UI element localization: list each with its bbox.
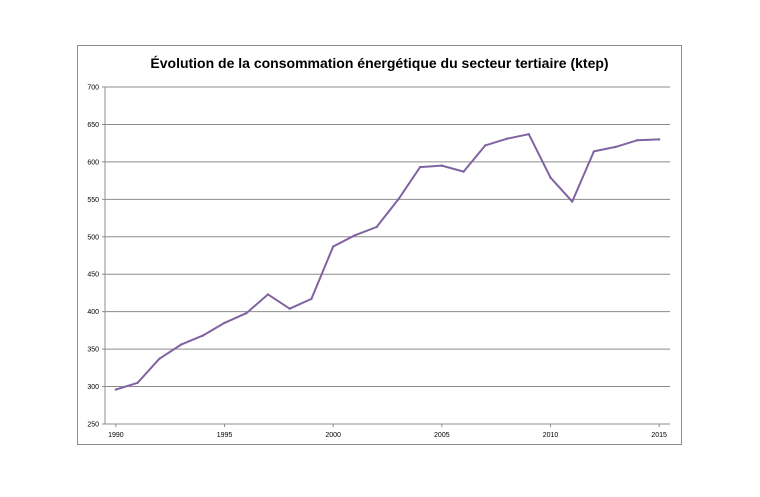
data-point-2008 — [505, 137, 509, 140]
y-tick-label: 400 — [87, 309, 99, 316]
data-point-1995 — [223, 321, 226, 325]
data-point-2009 — [527, 132, 530, 136]
y-tick-label: 500 — [87, 234, 99, 241]
data-point-2011 — [571, 200, 574, 203]
y-tick-label: 450 — [87, 272, 99, 279]
chart-title: Évolution de la consommation énergétique… — [150, 55, 609, 71]
data-point-1998 — [288, 307, 291, 310]
x-tick-label: 2000 — [325, 432, 341, 439]
gridlines — [105, 86, 670, 425]
data-point-2006 — [462, 170, 465, 173]
y-tick-label: 350 — [87, 347, 99, 354]
x-tick-label: 1995 — [217, 432, 233, 439]
y-tick-label: 250 — [87, 422, 99, 429]
series-layer — [114, 132, 661, 391]
data-point-2000 — [331, 245, 335, 248]
chart-frame: Évolution de la consommation énergétique… — [77, 45, 682, 445]
x-tick-label: 2005 — [434, 432, 450, 439]
x-tick-label: 1990 — [108, 432, 124, 439]
data-point-1999 — [310, 297, 313, 301]
series-line-0 — [115, 133, 660, 391]
data-point-1996 — [245, 311, 248, 315]
data-point-2015 — [657, 138, 661, 141]
data-point-1993 — [179, 343, 183, 346]
data-point-2014 — [636, 138, 639, 142]
data-point-1997 — [266, 293, 270, 296]
data-point-2004 — [418, 165, 422, 169]
data-point-2013 — [614, 145, 617, 149]
data-point-2001 — [353, 234, 357, 237]
data-point-2012 — [592, 150, 596, 153]
data-point-1992 — [158, 357, 161, 361]
x-tick-label: 2010 — [543, 432, 559, 439]
data-point-1990 — [114, 388, 118, 391]
y-tick-label: 600 — [87, 159, 99, 166]
data-point-1991 — [136, 381, 139, 385]
y-tick-label: 550 — [87, 197, 99, 204]
data-point-2007 — [484, 144, 487, 147]
data-point-1994 — [201, 334, 204, 337]
y-tick-label: 300 — [87, 384, 99, 391]
data-point-2010 — [549, 176, 552, 179]
y-tick-label: 650 — [87, 122, 99, 129]
line-chart: 250 300 350 400 450 500 550 600 650 700 1990 1995 2… — [87, 85, 670, 439]
y-tick-label: 700 — [87, 85, 99, 92]
data-point-2003 — [397, 198, 400, 201]
data-point-2002 — [375, 225, 378, 229]
data-point-2005 — [440, 164, 444, 167]
x-tick-label: 2015 — [651, 432, 667, 439]
x-axis: 1990 1995 2000 2005 2010 2015 — [108, 424, 667, 439]
y-axis: 250 300 350 400 450 500 550 600 650 700 — [87, 85, 106, 429]
